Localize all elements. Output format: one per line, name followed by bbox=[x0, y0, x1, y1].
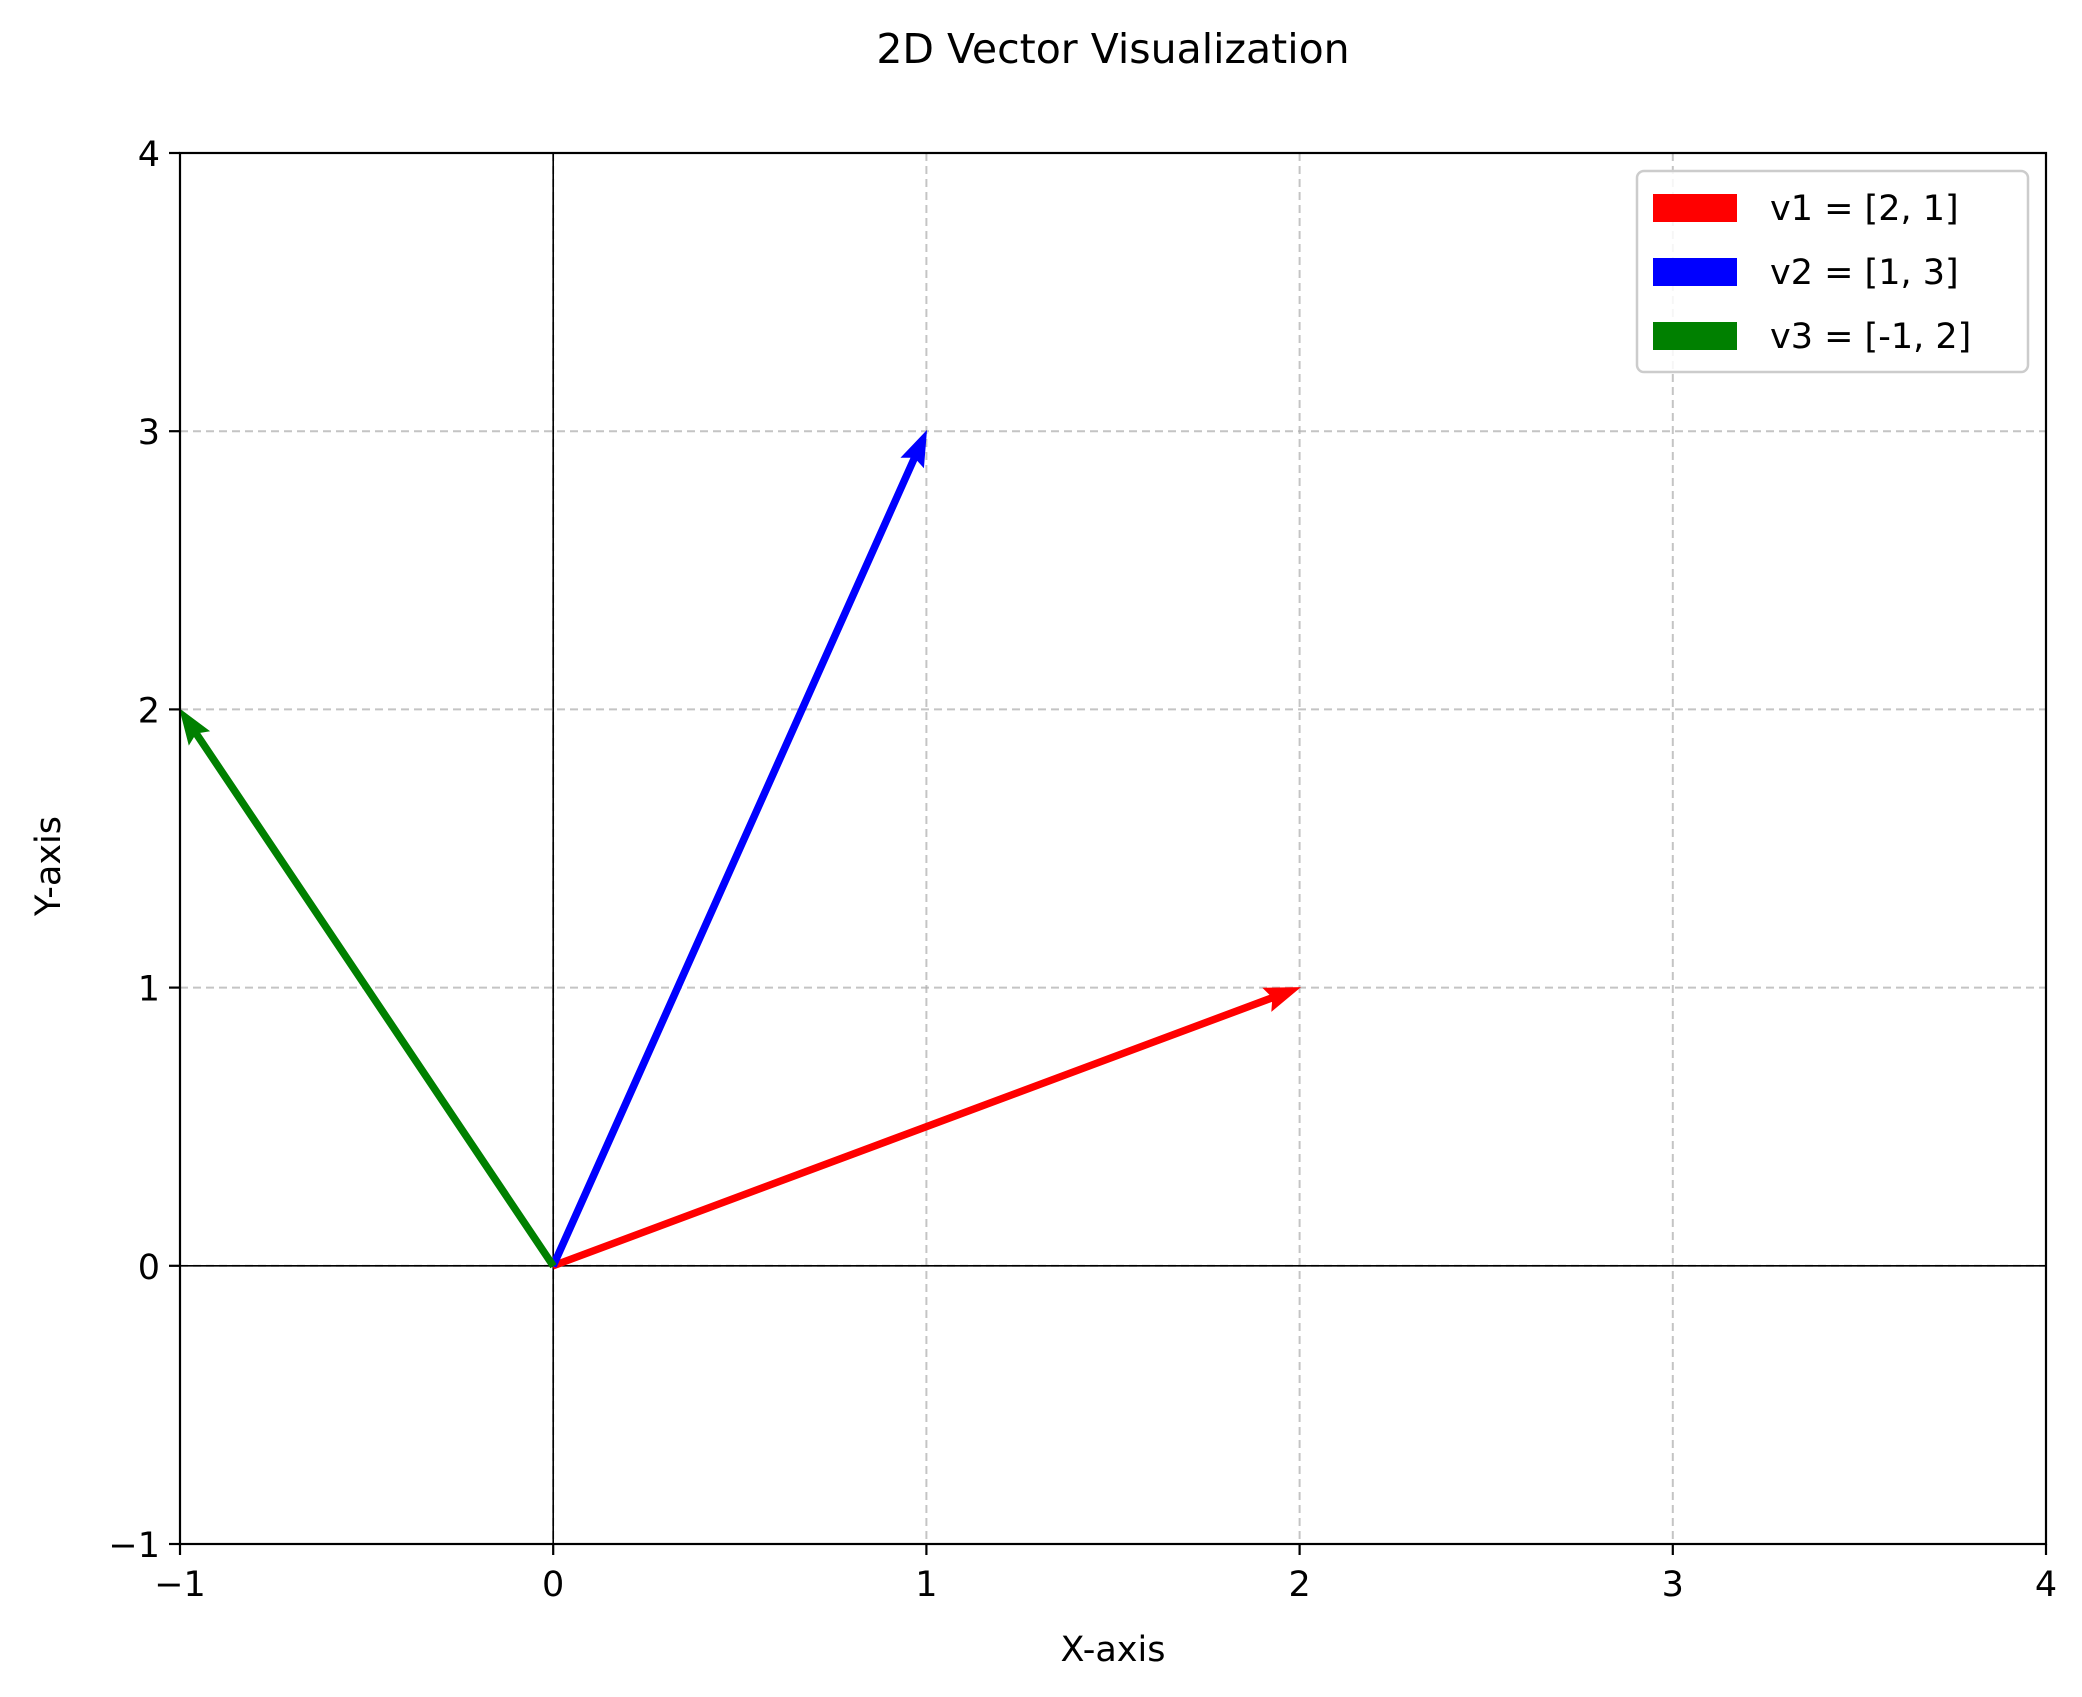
y-tick-label-4: 3 bbox=[138, 413, 160, 453]
legend-swatch-3 bbox=[1653, 322, 1737, 350]
x-tick-label-1: 0 bbox=[542, 1565, 564, 1605]
legend-swatch-1 bbox=[1653, 194, 1737, 222]
y-axis-label: Y-axis bbox=[29, 816, 69, 917]
x-tick-label-3: 2 bbox=[1288, 1565, 1310, 1605]
axis-ticks: −1 0 1 2 3 4 −1 0 1 2 3 4 bbox=[108, 135, 2057, 1605]
legend-label-1: v1 = [2, 1] bbox=[1770, 189, 1959, 229]
x-tick-label-5: 4 bbox=[2035, 1565, 2057, 1605]
vector-arrow-1 bbox=[551, 987, 1302, 1270]
y-tick-label-3: 2 bbox=[138, 691, 160, 731]
x-axis-label: X-axis bbox=[1061, 1630, 1166, 1670]
legend-label-3: v3 = [-1, 2] bbox=[1770, 317, 1971, 357]
legend-swatch-2 bbox=[1653, 258, 1737, 286]
y-tick-label-2: 1 bbox=[138, 970, 160, 1010]
x-tick-label-0: −1 bbox=[154, 1565, 206, 1605]
y-tick-label-1: 0 bbox=[138, 1248, 160, 1288]
legend-label-2: v2 = [1, 3] bbox=[1770, 253, 1959, 293]
legend-items: v1 = [2, 1] v2 = [1, 3] v3 = [-1, 2] bbox=[1653, 189, 1971, 357]
vector-arrow-3 bbox=[179, 708, 557, 1269]
vector-arrow-2 bbox=[549, 429, 928, 1268]
y-tick-label-0: −1 bbox=[108, 1526, 160, 1566]
chart-title: 2D Vector Visualization bbox=[876, 25, 1349, 73]
vectors bbox=[179, 429, 1302, 1270]
x-tick-label-2: 1 bbox=[915, 1565, 937, 1605]
origin-axes bbox=[180, 153, 2046, 1544]
legend: v1 = [2, 1] v2 = [1, 3] v3 = [-1, 2] bbox=[1635, 169, 2030, 374]
x-tick-label-4: 3 bbox=[1662, 1565, 1684, 1605]
plot-frame bbox=[178, 151, 2048, 1546]
y-tick-label-5: 4 bbox=[138, 135, 160, 175]
